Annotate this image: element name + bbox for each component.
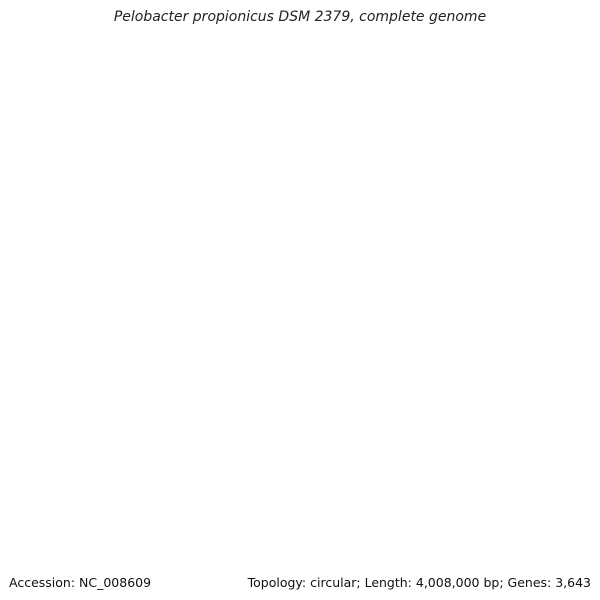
map-title: Pelobacter propionicus DSM 2379, complet… [113,9,487,25]
accession-text: Accession: NC_008609 [9,575,152,590]
genome-summary-text: Topology: circular; Length: 4,008,000 bp… [247,575,591,590]
